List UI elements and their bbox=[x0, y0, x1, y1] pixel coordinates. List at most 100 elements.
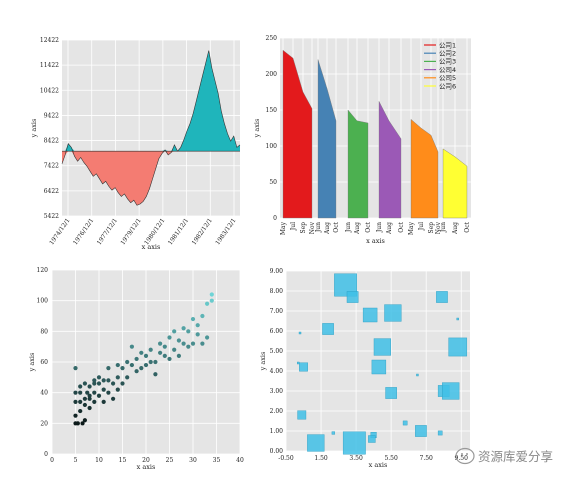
panel2-xtick-label: Sep bbox=[428, 222, 435, 234]
panel3-point bbox=[143, 362, 149, 368]
panel3-point bbox=[134, 356, 139, 362]
panel4-bubble bbox=[448, 337, 468, 357]
panel3-point bbox=[106, 366, 111, 371]
panel4-ytick-label: 1.00 bbox=[270, 428, 284, 435]
panel3-point bbox=[139, 350, 144, 355]
panel2-xtick-label: Jul bbox=[290, 222, 297, 231]
panel4-bubble bbox=[402, 420, 408, 426]
panel4-bubble bbox=[436, 291, 448, 303]
panel2-ytick-label: 250 bbox=[266, 35, 278, 42]
panel4-ytick-label: 0.00 bbox=[270, 448, 284, 455]
panel4-bubble bbox=[342, 431, 366, 455]
panel3-point bbox=[92, 378, 97, 383]
panel3-xtick-label: 25 bbox=[166, 457, 174, 464]
panel2-area-series bbox=[378, 101, 402, 219]
panel2-legend-label: 公司6 bbox=[439, 82, 456, 90]
panel4-bubble bbox=[373, 338, 391, 356]
panel3-point bbox=[129, 344, 134, 349]
panel3-point bbox=[78, 390, 83, 395]
panel1-ytick-label: 12422 bbox=[40, 37, 59, 44]
panel4-bubble bbox=[334, 273, 357, 297]
panel4-bubble bbox=[346, 291, 359, 303]
panel4-bubble bbox=[437, 430, 443, 436]
panel3-point bbox=[186, 329, 191, 334]
panel2-legend-label: 公司1 bbox=[439, 41, 456, 49]
panel3-point bbox=[78, 399, 83, 404]
panel3-point bbox=[167, 335, 172, 340]
panel1-area-below bbox=[62, 151, 240, 206]
panel3-point bbox=[92, 399, 97, 404]
panel3-xaxis-label: x axis bbox=[137, 463, 156, 471]
panel3-point bbox=[73, 399, 78, 404]
panel3-point bbox=[143, 353, 149, 358]
panel2-ytick-label: 200 bbox=[266, 71, 278, 78]
panel2-xtick-label: Aug bbox=[354, 222, 361, 235]
panel3-point bbox=[115, 362, 120, 368]
panel3-point bbox=[87, 405, 92, 411]
panel3-xtick-label: 35 bbox=[213, 457, 221, 464]
panel4-xtick-label: -0.50 bbox=[278, 455, 294, 462]
panel2-xaxis-label: x axis bbox=[366, 237, 385, 245]
panel3-point bbox=[176, 338, 181, 343]
panel1-xtick-label: 1979/12/1 bbox=[119, 217, 142, 246]
watermark-logo-icon bbox=[455, 447, 475, 465]
panel3-point bbox=[158, 350, 163, 355]
panel3-point bbox=[101, 387, 106, 392]
panel3-xtick-label: 40 bbox=[236, 457, 244, 464]
panel1-ytick-label: 5422 bbox=[44, 213, 59, 220]
panel2-legend-label: 公司3 bbox=[439, 58, 456, 66]
panel3-point bbox=[205, 301, 210, 306]
panel3-point bbox=[96, 375, 102, 380]
panel3-point bbox=[129, 362, 134, 368]
panel3-point bbox=[78, 408, 83, 414]
panel3-yaxis-label: y axis bbox=[28, 353, 36, 373]
panel3-point bbox=[176, 353, 181, 358]
panel3-point bbox=[181, 326, 186, 331]
panel2-legend-label: 公司4 bbox=[439, 66, 456, 74]
panel2-xtick-label: May bbox=[280, 221, 287, 235]
panel3-xtick-label: 5 bbox=[74, 457, 78, 464]
panel4-bubble bbox=[299, 362, 308, 372]
panel1-xtick-label: 1977/12/1 bbox=[96, 217, 119, 246]
panel1-xtick-label: 1976/12/1 bbox=[72, 217, 95, 246]
panel3-ytick-label: 100 bbox=[37, 298, 49, 305]
panel2-xtick-label: Jun bbox=[315, 222, 322, 233]
panel3-point bbox=[195, 332, 200, 337]
panel1-ytick-label: 6422 bbox=[44, 188, 59, 195]
panel1-area-above bbox=[62, 50, 240, 152]
panel1-ytick-label: 7422 bbox=[44, 163, 59, 170]
panel1-ytick-label: 11422 bbox=[40, 62, 59, 69]
panel2-xtick-label: Jul bbox=[418, 222, 425, 231]
panel3-point bbox=[139, 366, 144, 371]
panel4-ytick-label: 5.00 bbox=[270, 348, 284, 355]
panel4-yaxis-label: y axis bbox=[259, 352, 267, 372]
panel3-point bbox=[82, 402, 87, 408]
panel3-point bbox=[200, 341, 205, 346]
panel3-point bbox=[125, 359, 130, 365]
panel3-point bbox=[148, 359, 153, 365]
panel3-point bbox=[190, 341, 196, 346]
panel2-xtick-label: Jun bbox=[440, 222, 447, 233]
panel4-bubble bbox=[371, 359, 387, 375]
panel3-point bbox=[85, 390, 90, 395]
panel4-ytick-label: 8.00 bbox=[270, 288, 284, 295]
panel4-xtick-label: 1.50 bbox=[314, 455, 328, 462]
panel3-xtick-label: 30 bbox=[189, 457, 197, 464]
panel3-point bbox=[106, 378, 111, 383]
panel2-xtick-label: Nov bbox=[435, 221, 442, 234]
panel2-xtick-label: Oct bbox=[333, 221, 340, 232]
panel2-xtick-label: Nov bbox=[309, 221, 316, 234]
panel1-xtick-label: 1983/12/1 bbox=[214, 217, 237, 246]
panel3-point bbox=[87, 393, 92, 398]
panel3-point bbox=[78, 384, 83, 389]
panel4-bubble bbox=[415, 425, 427, 437]
panel2-xtick-label: Aug bbox=[452, 222, 459, 235]
panel3-xtick-label: 0 bbox=[50, 457, 54, 464]
panel3-point bbox=[101, 399, 106, 404]
panel3-point bbox=[186, 344, 191, 349]
panel4-bubble bbox=[298, 331, 302, 335]
panel4-bubble bbox=[385, 387, 397, 399]
panel4-xtick-label: 9.50 bbox=[455, 455, 469, 462]
panel3-ytick-label: 120 bbox=[37, 267, 49, 274]
